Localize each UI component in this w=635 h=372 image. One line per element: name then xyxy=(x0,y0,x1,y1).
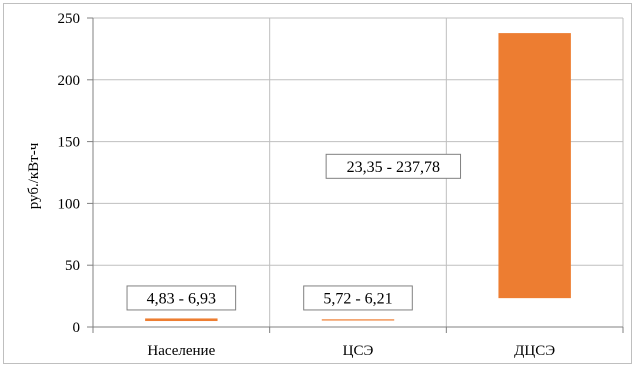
range-bar xyxy=(321,319,395,321)
data-label: 5,72 - 6,21 xyxy=(323,290,392,307)
y-axis-title: руб./кВт-ч xyxy=(26,142,42,209)
y-tick-label: 0 xyxy=(73,320,81,336)
data-label-box xyxy=(325,153,462,179)
bars xyxy=(145,33,571,322)
axes: 0 50 100 150 200 250 Население ЦСЭ ДЦСЭ xyxy=(58,11,624,359)
range-bar xyxy=(145,318,218,322)
data-label: 23,35 - 237,78 xyxy=(347,159,440,176)
x-category-label: ЦСЭ xyxy=(343,343,374,359)
data-labels: 4,83 - 6,93 5,72 - 6,21 23,35 - 237,78 xyxy=(126,153,462,311)
y-tick-label: 100 xyxy=(58,196,81,212)
data-label: 4,83 - 6,93 xyxy=(147,290,216,307)
x-category-label: ДЦСЭ xyxy=(514,343,555,359)
data-label-box xyxy=(126,285,237,311)
range-bar xyxy=(498,33,571,299)
y-tick-label: 150 xyxy=(58,135,81,151)
y-tick-label: 50 xyxy=(65,258,80,274)
y-tick-label: 250 xyxy=(58,11,81,27)
x-category-label: Население xyxy=(147,343,215,359)
data-label-box xyxy=(303,285,413,311)
y-tick-label: 200 xyxy=(58,73,81,89)
